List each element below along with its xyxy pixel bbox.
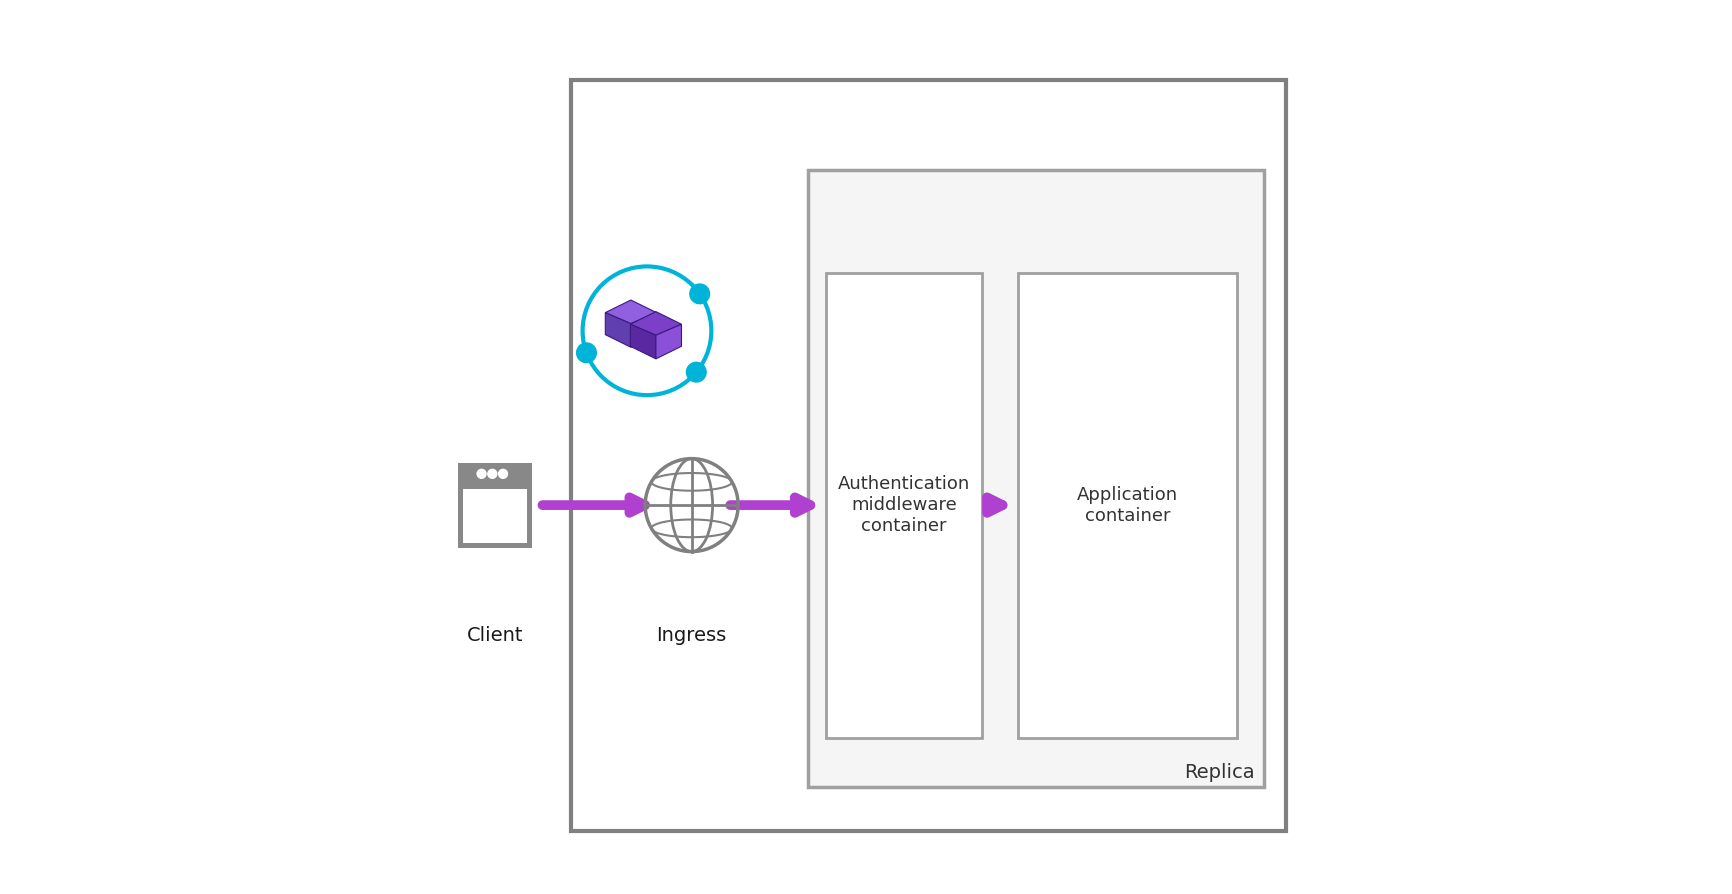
- FancyBboxPatch shape: [459, 463, 532, 547]
- Text: Authentication
middleware
container: Authentication middleware container: [838, 476, 970, 535]
- Text: Application
container: Application container: [1077, 485, 1178, 525]
- Polygon shape: [630, 313, 656, 347]
- Circle shape: [499, 469, 507, 478]
- Polygon shape: [630, 312, 681, 335]
- FancyBboxPatch shape: [1018, 273, 1237, 738]
- FancyBboxPatch shape: [826, 273, 982, 738]
- Polygon shape: [656, 325, 681, 358]
- FancyBboxPatch shape: [807, 170, 1264, 787]
- Circle shape: [577, 343, 596, 363]
- Text: Replica: Replica: [1185, 763, 1256, 782]
- Circle shape: [689, 284, 710, 304]
- Text: Client: Client: [466, 626, 523, 645]
- Polygon shape: [630, 325, 656, 358]
- Text: Ingress: Ingress: [656, 626, 727, 645]
- Polygon shape: [604, 300, 656, 324]
- Circle shape: [476, 469, 487, 478]
- Circle shape: [488, 469, 497, 478]
- Circle shape: [686, 362, 707, 382]
- Polygon shape: [604, 313, 630, 347]
- FancyBboxPatch shape: [572, 80, 1287, 831]
- FancyBboxPatch shape: [462, 490, 527, 543]
